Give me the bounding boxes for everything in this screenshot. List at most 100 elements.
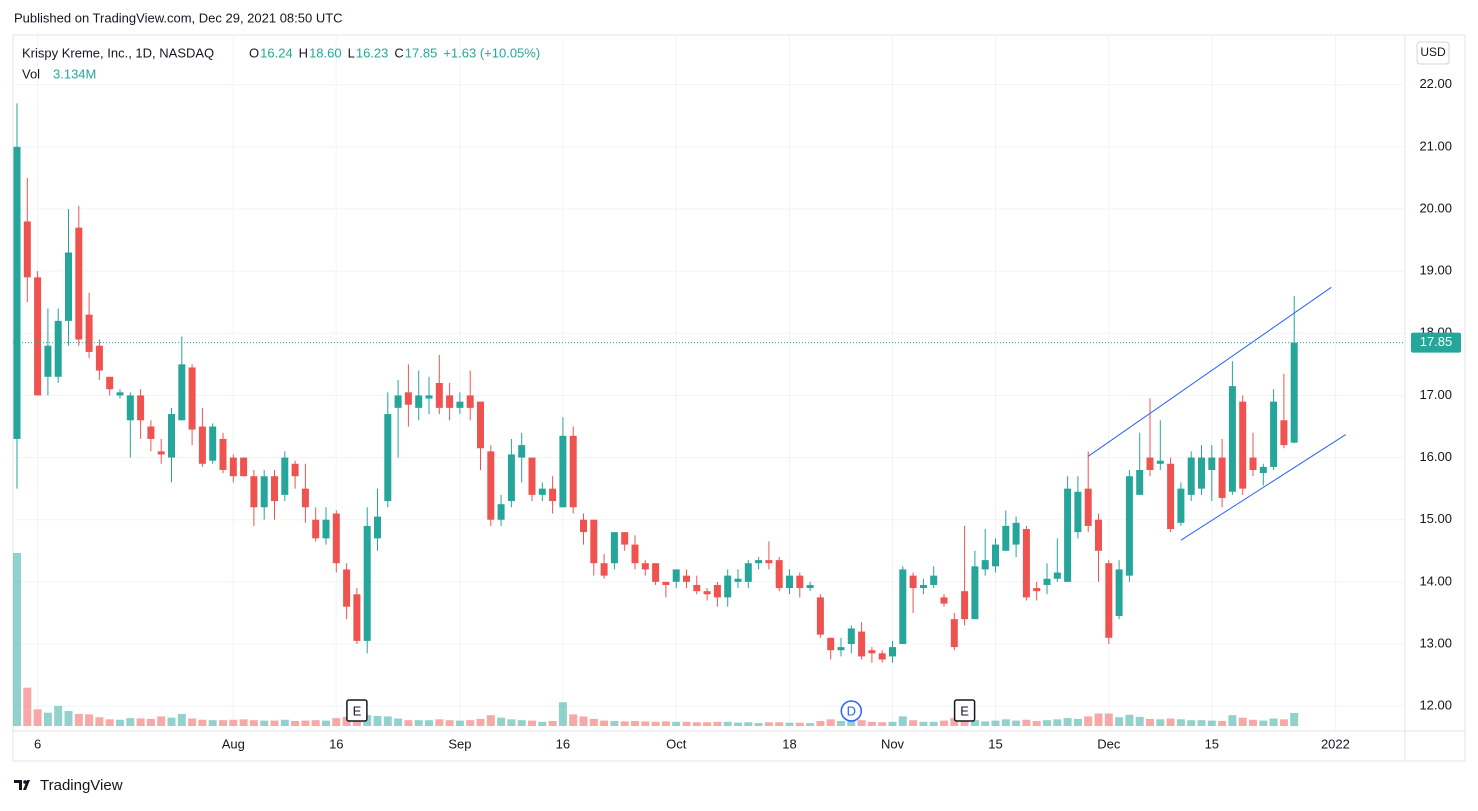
- volume-bar: [600, 720, 609, 726]
- candle-body: [847, 628, 855, 644]
- candle-body: [301, 488, 309, 508]
- volume-bar: [929, 721, 938, 726]
- candle-body: [44, 345, 52, 377]
- candle-body: [343, 569, 351, 607]
- candle-body: [374, 516, 381, 539]
- candle-body: [961, 591, 969, 620]
- volume-bar: [23, 687, 32, 726]
- legend: Krispy Kreme, Inc., 1D, NASDAQ Vol 3.134…: [22, 45, 540, 81]
- chart-frame: [12, 34, 1466, 762]
- volume-bar: [1218, 720, 1227, 726]
- candle-body: [775, 560, 783, 589]
- volume-bar: [1269, 718, 1278, 726]
- volume-bar: [1176, 719, 1185, 726]
- legend-value: 17.85: [405, 45, 438, 60]
- volume-bar: [342, 716, 351, 726]
- candle-body: [600, 563, 608, 576]
- candle-body: [816, 597, 824, 635]
- x-tick-label: Nov: [881, 736, 905, 751]
- volume-bar: [394, 718, 403, 726]
- candle-body: [384, 414, 392, 502]
- legend-change: +1.63 (+10.05%): [443, 45, 540, 60]
- candle-body: [724, 575, 732, 598]
- candle-body: [1167, 463, 1175, 530]
- volume-bar: [1197, 720, 1206, 726]
- candle-body: [75, 227, 83, 340]
- volume-bar: [538, 721, 547, 726]
- candle-body: [1239, 401, 1247, 489]
- candle-body: [889, 647, 896, 657]
- volume-bar: [383, 716, 392, 726]
- last-price-tag: [1411, 332, 1461, 353]
- volume-bar: [198, 719, 207, 726]
- x-tick-label: Sep: [448, 736, 471, 751]
- volume-bar: [507, 719, 516, 726]
- candle-body: [1033, 588, 1041, 592]
- volume-bar: [1187, 720, 1196, 726]
- y-tick-label: 21.00: [1419, 138, 1452, 153]
- candle-body: [446, 395, 454, 408]
- chart-title: Krispy Kreme, Inc., 1D, NASDAQ: [22, 45, 214, 60]
- volume-bar: [847, 721, 856, 726]
- legend-value: 18.60: [309, 45, 342, 60]
- candle-body: [332, 513, 340, 564]
- candle-body: [538, 488, 546, 495]
- x-tick-label: 2022: [1321, 736, 1350, 751]
- volume-bar: [280, 719, 289, 726]
- candle-body: [837, 647, 845, 651]
- candle-body: [209, 426, 217, 461]
- event-marker: [840, 700, 863, 722]
- x-tick-label: Dec: [1097, 736, 1121, 751]
- volume-bar: [105, 719, 114, 726]
- y-tick-label: 16.00: [1419, 449, 1452, 464]
- published-note: Published on TradingView.com, Dec 29, 20…: [14, 10, 343, 25]
- candle-body: [137, 395, 145, 421]
- candle-body: [693, 584, 701, 592]
- volume-bar: [1259, 720, 1268, 726]
- y-tick-label: 19.00: [1419, 263, 1452, 278]
- currency: USD: [1420, 45, 1446, 59]
- candle-body: [1218, 457, 1226, 498]
- volume-bar: [682, 721, 691, 726]
- candle-body: [559, 435, 567, 508]
- volume-bar: [1249, 719, 1257, 726]
- volume-bar: [219, 720, 227, 726]
- volume-bar: [116, 719, 124, 726]
- x-tick-label: 15: [1205, 736, 1219, 751]
- volume-bar: [960, 719, 969, 726]
- candle-body: [909, 575, 917, 589]
- candle-body: [1198, 457, 1205, 489]
- volume-bar: [661, 721, 670, 726]
- candle-body: [65, 252, 72, 321]
- volume-bar: [620, 721, 629, 726]
- candle-body: [1249, 457, 1257, 470]
- legend-value: 16.24: [260, 45, 293, 60]
- trend-line: [1180, 434, 1346, 541]
- volume-bar: [126, 718, 135, 726]
- volume-bar: [54, 705, 63, 726]
- candle-body: [806, 584, 814, 589]
- volume-bar: [239, 719, 248, 726]
- volume-bar: [517, 720, 526, 726]
- volume-bar: [857, 720, 866, 726]
- event-marker: [953, 699, 976, 722]
- volume-bar: [249, 720, 258, 726]
- candle-body: [621, 532, 629, 545]
- candle-body: [981, 560, 989, 570]
- candle-body: [260, 476, 268, 508]
- volume-bar: [1022, 719, 1031, 726]
- volume-bar: [651, 721, 660, 726]
- candle-body: [126, 395, 134, 421]
- volume-value: 3.134M: [53, 66, 96, 81]
- volume-bar: [64, 710, 73, 726]
- candle-body: [868, 650, 876, 654]
- candle-body: [229, 457, 237, 477]
- volume-bar: [425, 720, 433, 726]
- candle-body: [240, 457, 248, 477]
- brand-name: TradingView: [40, 777, 123, 794]
- trend-line: [1087, 286, 1332, 457]
- x-tick-label: 16: [556, 736, 570, 751]
- candle-body: [1280, 420, 1288, 446]
- candle-body: [569, 435, 577, 508]
- volume-bar: [157, 716, 166, 726]
